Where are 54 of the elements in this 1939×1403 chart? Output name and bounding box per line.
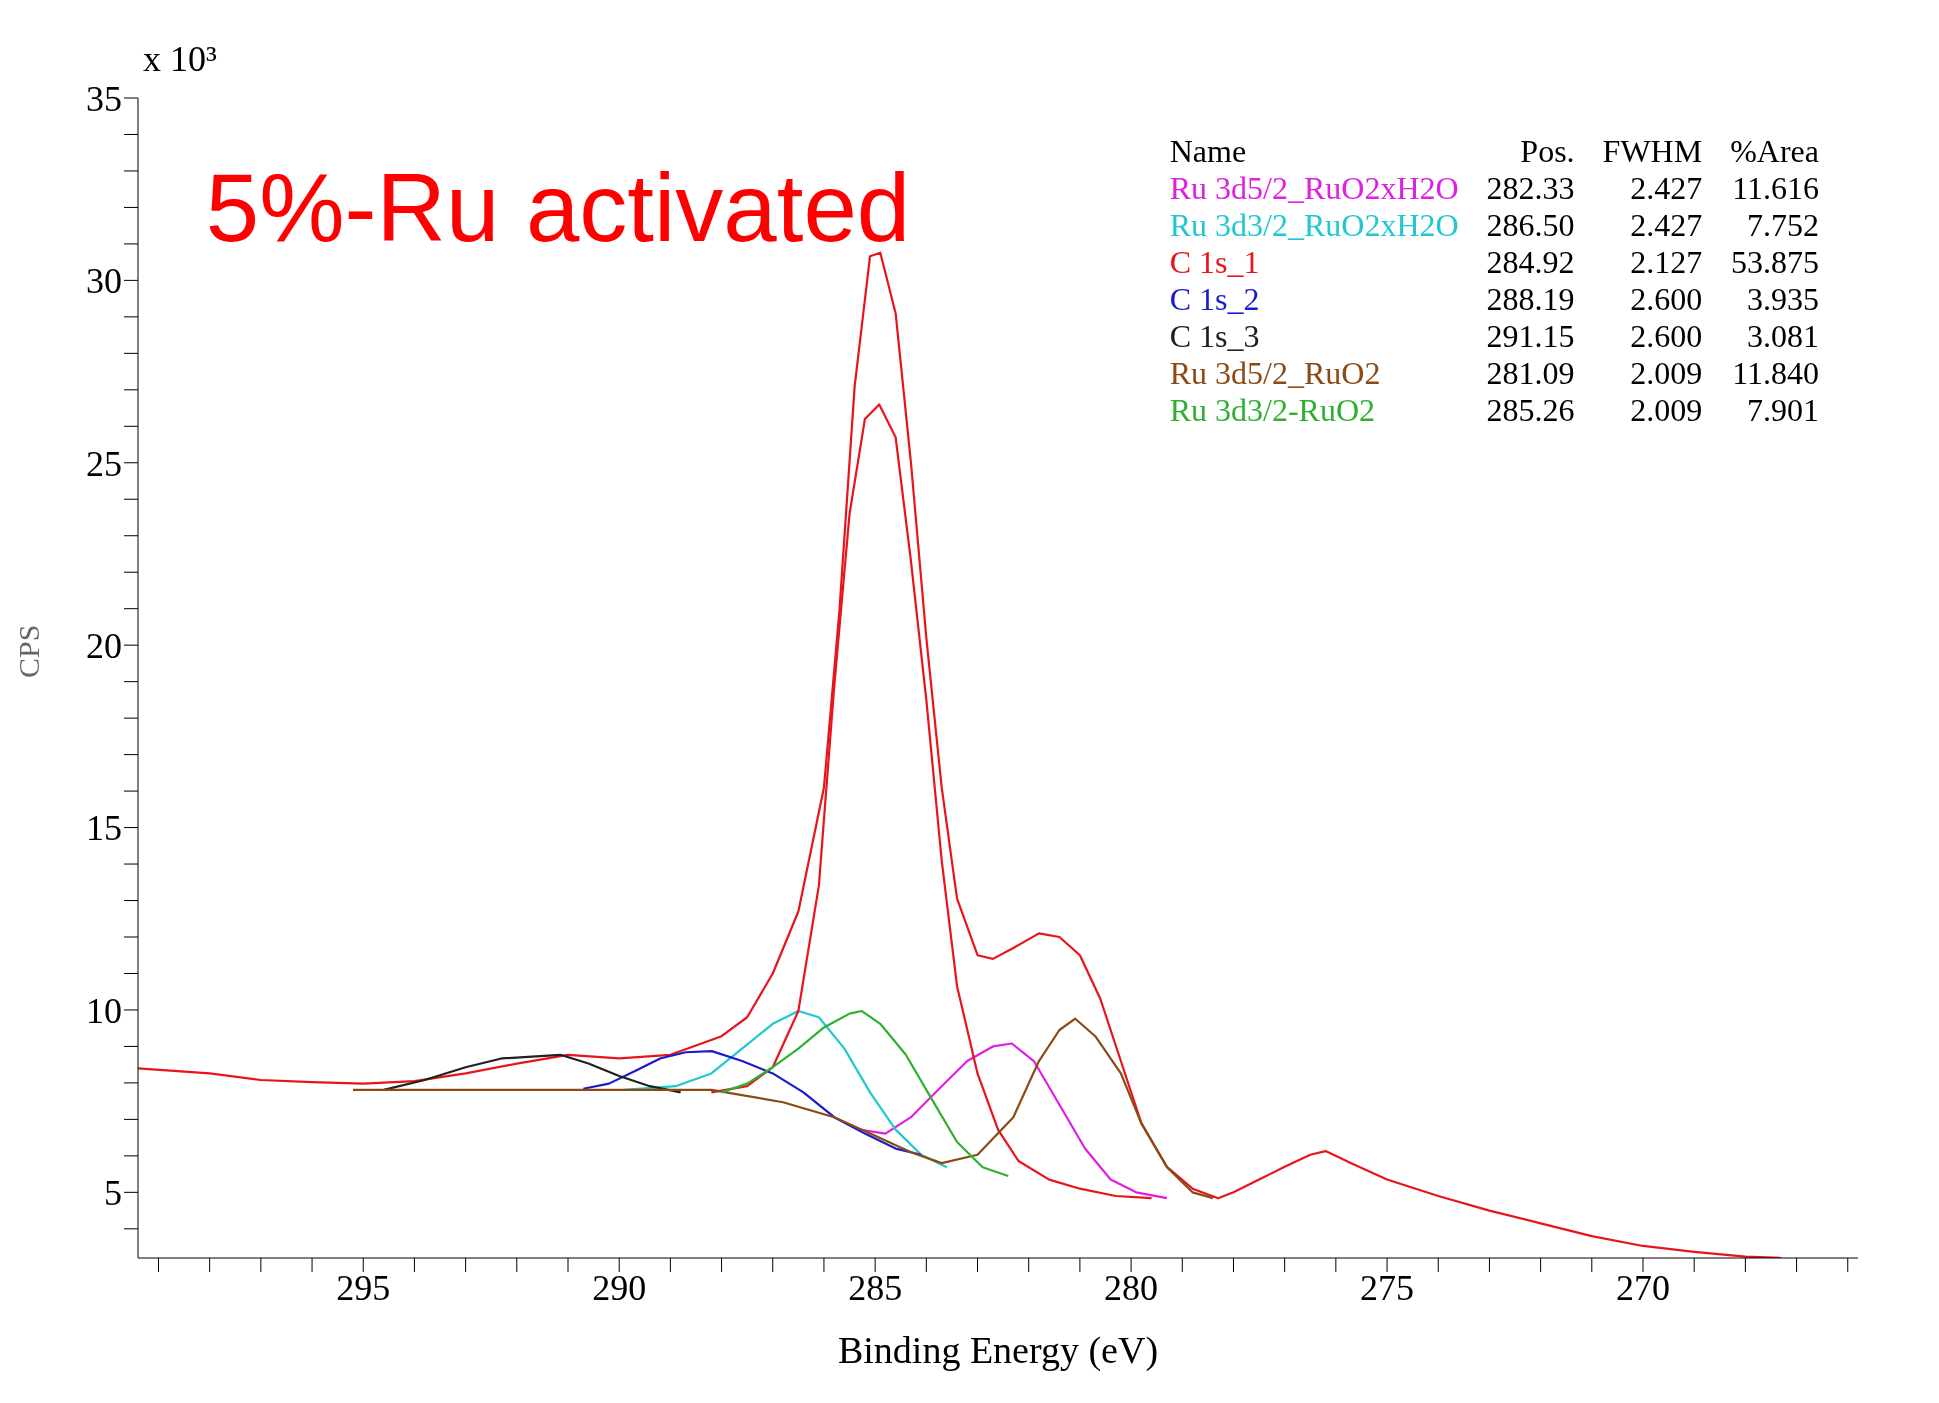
y-tick-label: 25 <box>86 443 122 484</box>
line-series <box>710 403 1153 1200</box>
annotation: 2.009 <box>1629 355 1704 392</box>
text: C 1s_3 <box>1168 318 1261 355</box>
annotation: %Area <box>1729 133 1820 170</box>
annotation: 2.127 <box>1629 244 1704 281</box>
annotation: 53.875 <box>1730 244 1820 281</box>
line-series <box>582 1050 923 1156</box>
line-series <box>351 1017 1215 1200</box>
annotation: 288.19 <box>1485 281 1576 318</box>
x-tick-label: 285 <box>848 1267 903 1308</box>
text: Ru 3d3/2_RuO2xH2O <box>1168 207 1460 244</box>
y-axis-title: CPS <box>11 624 45 678</box>
x-axis-title: Binding Energy (eV) <box>837 1329 1159 1372</box>
annotation: 285.26 <box>1485 392 1576 429</box>
annotation: 284.92 <box>1485 244 1576 281</box>
annotation: 286.50 <box>1485 207 1576 244</box>
annotation: 7.901 <box>1746 392 1820 429</box>
y-tick-label: 35 <box>86 78 122 119</box>
text: Ru 3d3/2-RuO2 <box>1168 392 1377 429</box>
x-tick-label: 295 <box>336 1267 391 1308</box>
annotation: 3.081 <box>1746 318 1820 355</box>
x-tick-label: 275 <box>1360 1267 1415 1308</box>
annotation: 2.600 <box>1629 318 1704 355</box>
annotation: 2.427 <box>1629 207 1704 244</box>
text: x 10³ <box>143 38 217 80</box>
y-tick-label: 15 <box>86 808 122 849</box>
x-tick-label: 290 <box>592 1267 647 1308</box>
annotation: 2.600 <box>1629 281 1704 318</box>
annotation: 2.009 <box>1629 392 1704 429</box>
text: C 1s_1 <box>1168 244 1261 281</box>
annotation: 282.33 <box>1485 170 1576 207</box>
line-series <box>382 1053 682 1094</box>
y-tick-label: 20 <box>86 625 122 666</box>
text: C 1s_2 <box>1168 281 1261 318</box>
line-series <box>720 1009 1010 1178</box>
x-tick-label: 270 <box>1616 1267 1670 1308</box>
x-tick-label: 280 <box>1104 1267 1159 1308</box>
text: Ru 3d5/2_RuO2 <box>1168 355 1382 392</box>
annotation: Name <box>1168 133 1248 170</box>
annotation: 291.15 <box>1485 318 1576 355</box>
y-tick-label: 30 <box>86 261 122 302</box>
annotation: Pos. <box>1519 133 1576 170</box>
annotation: 11.840 <box>1731 355 1820 392</box>
annotation: 2.427 <box>1629 170 1704 207</box>
annotation: 11.616 <box>1731 170 1820 207</box>
annotation: 281.09 <box>1485 355 1576 392</box>
annotation: 7.752 <box>1746 207 1820 244</box>
text: 5%-Ru activated <box>204 153 912 263</box>
y-tick-label: 10 <box>86 990 122 1031</box>
y-tick-label: 5 <box>104 1173 122 1214</box>
text: Ru 3d5/2_RuO2xH2O <box>1168 170 1460 207</box>
annotation: FWHM <box>1601 133 1704 170</box>
annotation: 3.935 <box>1746 281 1820 318</box>
